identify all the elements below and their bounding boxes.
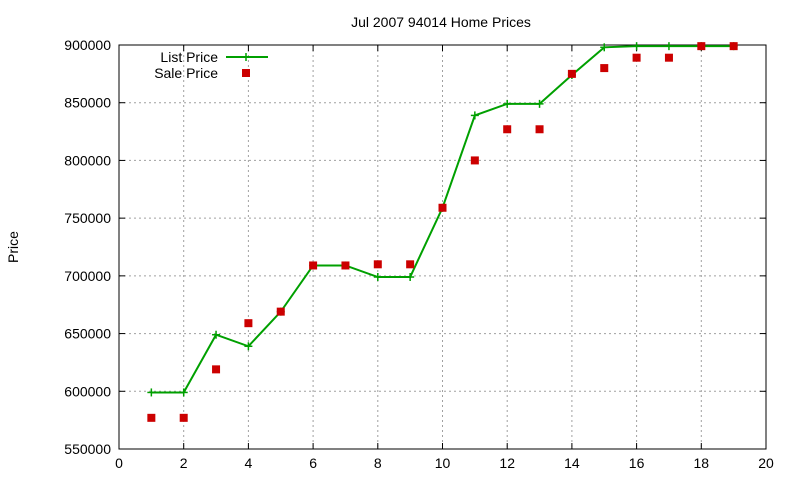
- list-price-point: [179, 388, 188, 397]
- x-tick-label: 18: [694, 455, 710, 471]
- sale-price-point: [470, 156, 479, 165]
- sale-price-point: [179, 413, 188, 422]
- x-tick-label: 16: [629, 455, 645, 471]
- y-tick-label: 850000: [64, 95, 111, 111]
- sale-price-point: [567, 69, 576, 78]
- y-tick-label: 900000: [64, 37, 111, 53]
- x-tick-label: 2: [180, 455, 188, 471]
- legend-marker-list-price: [242, 53, 250, 61]
- list-price-point: [600, 43, 609, 52]
- grid-lines: [119, 45, 766, 449]
- sale-price-point: [309, 261, 318, 270]
- legend-marker-sale-price: [242, 69, 250, 77]
- y-tick-label: 800000: [64, 152, 111, 168]
- sale-price-point: [147, 413, 156, 422]
- x-tick-label: 20: [758, 455, 774, 471]
- sale-price-point: [276, 307, 285, 316]
- y-tick-label: 750000: [64, 210, 111, 226]
- list-price-point: [535, 99, 544, 108]
- sale-price-point: [697, 42, 706, 51]
- sale-price-point: [664, 53, 673, 62]
- list-price-point: [503, 99, 512, 108]
- x-tick-label: 10: [435, 455, 451, 471]
- y-axis-label: Price: [5, 231, 21, 263]
- sale-price-point: [373, 260, 382, 269]
- list-price-point: [244, 342, 253, 351]
- y-tick-label: 600000: [64, 383, 111, 399]
- x-tick-label: 12: [499, 455, 515, 471]
- list-price-point: [212, 330, 221, 339]
- list-price-point: [406, 273, 415, 282]
- legend-label: List Price: [160, 49, 218, 65]
- data-series: [147, 42, 738, 422]
- y-tick-label: 650000: [64, 326, 111, 342]
- list-price-point: [664, 42, 673, 51]
- list-price-point: [373, 273, 382, 282]
- sale-price-point: [244, 319, 253, 328]
- chart-title: Jul 2007 94014 Home Prices: [351, 14, 531, 30]
- series-sale-price: [147, 42, 738, 422]
- list-price-point: [470, 111, 479, 120]
- sale-price-point: [535, 125, 544, 134]
- sale-price-point: [212, 365, 221, 374]
- sale-price-point: [600, 64, 609, 73]
- sale-price-point: [341, 261, 350, 270]
- x-tick-label: 4: [245, 455, 253, 471]
- y-tick-label: 550000: [64, 441, 111, 457]
- sale-price-point: [438, 203, 447, 212]
- x-tick-label: 8: [374, 455, 382, 471]
- list-price-point: [147, 388, 156, 397]
- sale-price-point: [632, 53, 641, 62]
- axis-ticks: 0 2 4 6 8 10 12 14 16 18 20 550000 600000 650000 70000…: [64, 37, 774, 471]
- x-tick-label: 6: [309, 455, 317, 471]
- sale-price-point: [729, 42, 738, 51]
- x-tick-label: 14: [564, 455, 580, 471]
- sale-price-point: [406, 260, 415, 269]
- legend-label: Sale Price: [154, 65, 218, 81]
- y-tick-label: 700000: [64, 268, 111, 284]
- sale-price-point: [503, 125, 512, 134]
- list-price-point: [632, 42, 641, 51]
- x-tick-label: 0: [115, 455, 123, 471]
